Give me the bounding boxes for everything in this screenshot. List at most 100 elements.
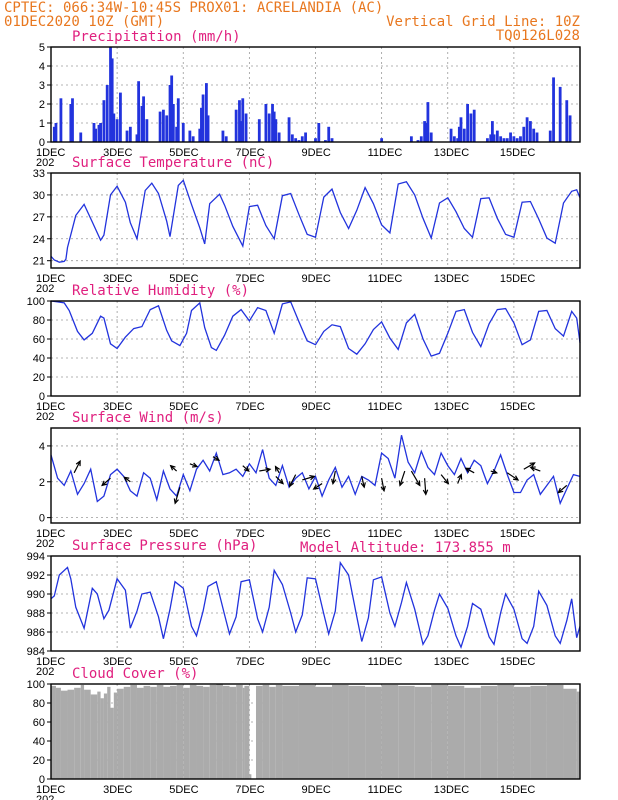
wind-arrow-shaft: [506, 472, 519, 481]
precip-bar: [170, 75, 174, 142]
precip-bar: [69, 104, 73, 142]
precip-bar: [54, 123, 58, 142]
precip-bar: [490, 121, 494, 142]
precip-bar: [489, 134, 493, 142]
y-tick-label: 80: [33, 698, 45, 710]
precip-bar: [277, 132, 281, 142]
wind-arrow-head: [289, 481, 295, 488]
precip-bar: [128, 126, 132, 142]
pressure-frame: [50, 555, 581, 652]
temperature-title: Surface Temperature (nC): [72, 155, 274, 171]
x-tick-label: 1DEC: [36, 147, 65, 159]
wind-arrow-head: [380, 485, 386, 493]
precip-bar: [380, 138, 384, 142]
wind-arrow-shaft: [523, 462, 535, 470]
precip-bar: [97, 124, 101, 142]
temperature-frame: [50, 172, 581, 269]
x-tick-label: 7DEC: [235, 273, 264, 285]
precip-bar: [529, 121, 532, 142]
wind-arrow-head: [123, 476, 130, 482]
humidity-frame: [50, 300, 581, 397]
precip-frame: [50, 46, 581, 143]
x-tick-label: 5DEC: [169, 147, 198, 159]
precip-bar: [426, 102, 430, 142]
cloud-bar: [447, 685, 465, 779]
y-tick-label: 100: [27, 296, 45, 308]
wind-arrow-head: [213, 455, 221, 461]
wind-arrow-head: [265, 467, 272, 473]
header-run-time: 01DEC2020 10Z (GMT): [4, 14, 164, 30]
precip-bar: [171, 104, 175, 142]
x-sub-label: 202: [36, 157, 54, 169]
precip-bar: [512, 136, 516, 142]
precip-bar: [449, 128, 453, 142]
precip-panel: Precipitation (mm/h) 1DEC 3DEC 5DEC 7DEC 9DEC…: [36, 29, 581, 169]
precip-bar: [200, 107, 203, 142]
wind-arrow-shaft: [302, 475, 315, 481]
x-tick-label: 7DEC: [235, 401, 264, 413]
precip-bar: [495, 130, 499, 142]
x-tick-label: 1DEC: [36, 401, 65, 413]
x-tick-label: 3DEC: [103, 401, 132, 413]
x-tick-label: 3DEC: [103, 273, 132, 285]
x-tick-label: 11DEC: [368, 528, 403, 540]
x-tick-label: 15DEC: [500, 528, 536, 540]
precip-bar: [135, 134, 139, 142]
wind-arrow-head: [491, 468, 499, 475]
x-tick-label: 5DEC: [169, 401, 198, 413]
precip-bar: [145, 119, 149, 142]
x-tick-label: 13DEC: [434, 656, 470, 668]
y-tick-label: 988: [27, 608, 45, 620]
cloud-bar: [497, 684, 514, 779]
precip-bar: [515, 138, 519, 142]
precip-bar: [486, 138, 489, 142]
cloud-panel: Cloud Cover (%) 1DEC 3DEC 5DEC 7DEC 9DEC 11DEC…: [27, 666, 581, 800]
precip-bar: [92, 123, 96, 142]
precip-bar: [105, 85, 109, 142]
x-tick-label: 13DEC: [434, 784, 470, 796]
cloud-bar: [55, 687, 61, 779]
wind-arrow-shaft: [457, 474, 462, 484]
x-tick-label: 9DEC: [302, 147, 331, 159]
cloud-bar: [183, 687, 190, 779]
y-tick-label: 40: [33, 736, 45, 748]
cloud-bar: [203, 686, 210, 779]
precip-bar: [535, 132, 539, 142]
wind-arrow-head: [192, 462, 199, 468]
precip-bar: [168, 85, 172, 142]
x-tick-label: 13DEC: [434, 401, 470, 413]
wind-arrow-head: [422, 489, 429, 496]
y-tick-label: 27: [33, 212, 45, 224]
wind-arrow-head: [278, 478, 285, 485]
cloud-bar: [414, 686, 432, 779]
temperature-panel: Surface Temperature (nC) 1DEC 3DEC 5DEC 7DEC…: [33, 155, 581, 295]
wind-arrow-head: [173, 498, 179, 505]
precip-bar: [509, 132, 512, 142]
cloud-bar: [170, 685, 177, 779]
x-tick-label: 5DEC: [169, 528, 198, 540]
precip-bar: [568, 115, 572, 142]
humidity-title: Relative Humidity (%): [72, 283, 249, 299]
y-tick-label: 986: [27, 627, 45, 639]
cloud-bar: [249, 774, 252, 779]
cloud-bar: [74, 687, 81, 779]
precip-bar: [119, 92, 122, 142]
precip-bar: [188, 130, 192, 142]
x-tick-label: 9DEC: [302, 784, 331, 796]
precip-bar: [558, 86, 562, 142]
cloud-bar: [110, 707, 114, 779]
cloud-bar: [298, 684, 316, 779]
cloud-bar: [398, 685, 415, 779]
x-sub-label: 202: [36, 411, 54, 423]
cloud-bar: [563, 688, 577, 779]
precip-bar: [206, 115, 210, 142]
header-location: CPTEC: 066:34W-10:45S PROX01: ACRELANDIA…: [4, 0, 383, 16]
precip-bar: [459, 117, 463, 142]
wind-arrow-shaft: [465, 467, 475, 474]
cloud-bar: [60, 690, 68, 779]
y-tick-label: 60: [33, 334, 45, 346]
precip-bar: [327, 126, 331, 142]
precip-bar: [272, 111, 276, 142]
x-tick-label: 5DEC: [169, 656, 198, 668]
x-tick-label: 9DEC: [302, 656, 331, 668]
